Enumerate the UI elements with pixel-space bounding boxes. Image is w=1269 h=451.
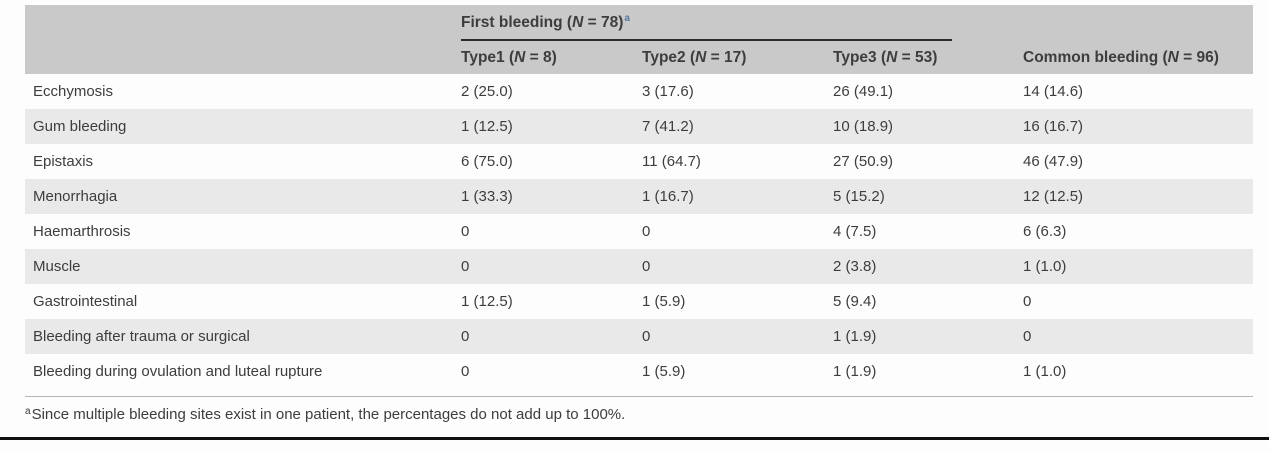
column-header-type1: Type1 (N = 8) [461, 49, 642, 67]
footnote-marker: a [25, 406, 31, 417]
row-label: Ecchymosis [33, 83, 114, 100]
table-row: Muscle 0 0 2 (3.8) 1 (1.0) [25, 249, 1253, 284]
row-label: Bleeding after trauma or surgical [33, 328, 250, 345]
column-header-type3: Type3 (N = 53) [833, 49, 1023, 67]
footnote-text: Since multiple bleeding sites exist in o… [31, 406, 626, 423]
cell-value: 1 (5.9) [642, 293, 686, 310]
cell-value: 2 (3.8) [833, 258, 877, 275]
group-header-right-spacer [1023, 14, 1253, 41]
cell-value: 1 (1.0) [1023, 363, 1067, 380]
table-footnote: aSince multiple bleeding sites exist in … [25, 397, 1253, 423]
col-header-text: Type2 ( [642, 48, 696, 66]
table-row: Haemarthrosis 0 0 4 (7.5) 6 (6.3) [25, 214, 1253, 249]
col-header-n-italic: N [1167, 48, 1179, 66]
col-header-text-post: = 96) [1178, 48, 1219, 66]
table-row: Menorrhagia 1 (33.3) 1 (16.7) 5 (15.2) 1… [25, 179, 1253, 214]
cell-value: 5 (15.2) [833, 188, 885, 205]
footnote-divider [25, 396, 1253, 397]
row-label: Haemarthrosis [33, 223, 131, 240]
col-header-text: Common bleeding ( [1023, 48, 1168, 66]
cell-value: 4 (7.5) [833, 223, 877, 240]
cell-value: 0 [461, 363, 470, 380]
table-row: Gum bleeding 1 (12.5) 7 (41.2) 10 (18.9)… [25, 109, 1253, 144]
cell-value: 1 (12.5) [461, 293, 513, 310]
row-label: Gastrointestinal [33, 293, 138, 310]
cell-value: 1 (1.9) [833, 328, 877, 345]
cell-value: 11 (64.7) [642, 153, 701, 170]
cell-value: 6 (75.0) [461, 153, 513, 170]
group-header-n-italic: N [572, 14, 584, 31]
page-bottom-rule [0, 437, 1269, 440]
cell-value: 1 (12.5) [461, 118, 513, 135]
row-label: Bleeding during ovulation and luteal rup… [33, 363, 323, 380]
column-header-type2: Type2 (N = 17) [642, 49, 833, 67]
cell-value: 3 (17.6) [642, 83, 694, 100]
cell-value: 2 (25.0) [461, 83, 513, 100]
col-header-n-italic: N [695, 48, 707, 66]
col-header-text: Type3 ( [833, 48, 887, 66]
cell-value: 0 [642, 258, 651, 275]
table-header: First bleeding (N = 78)a Type1 (N = 8) T… [25, 5, 1253, 74]
cell-value: 16 (16.7) [1023, 118, 1084, 135]
cell-value: 10 (18.9) [833, 118, 894, 135]
cell-value: 1 (33.3) [461, 188, 513, 205]
footnote-marker-superscript: a [624, 13, 630, 24]
table-row: Bleeding after trauma or surgical 0 0 1 … [25, 319, 1253, 354]
table-row: Ecchymosis 2 (25.0) 3 (17.6) 26 (49.1) 1… [25, 74, 1253, 109]
cell-value: 26 (49.1) [833, 83, 894, 100]
group-header-gap [952, 14, 1023, 41]
group-header-spacer [25, 14, 461, 41]
group-header-first-bleeding: First bleeding (N = 78)a [461, 13, 952, 41]
cell-value: 1 (1.9) [833, 363, 877, 380]
cell-value: 0 [461, 328, 470, 345]
group-header-text-post: = 78) [583, 14, 624, 31]
bleeding-sites-table: First bleeding (N = 78)a Type1 (N = 8) T… [25, 5, 1253, 423]
col-header-n-italic: N [886, 48, 898, 66]
group-header-text: First bleeding ( [461, 14, 573, 31]
cell-value: 1 (1.0) [1023, 258, 1067, 275]
cell-value: 0 [1023, 293, 1032, 310]
row-label: Muscle [33, 258, 81, 275]
cell-value: 46 (47.9) [1023, 153, 1084, 170]
col-header-text-post: = 17) [706, 48, 747, 66]
cell-value: 0 [461, 223, 470, 240]
column-header-row: Type1 (N = 8) Type2 (N = 17) Type3 (N = … [25, 41, 1253, 74]
row-label: Menorrhagia [33, 188, 118, 205]
cell-value: 27 (50.9) [833, 153, 894, 170]
table-row: Epistaxis 6 (75.0) 11 (64.7) 27 (50.9) 4… [25, 144, 1253, 179]
col-header-text-post: = 8) [525, 48, 557, 66]
cell-value: 0 [1023, 328, 1032, 345]
cell-value: 1 (5.9) [642, 363, 686, 380]
cell-value: 14 (14.6) [1023, 83, 1084, 100]
column-header-common-bleeding: Common bleeding (N = 96) [1023, 49, 1253, 67]
col-header-text-post: = 53) [897, 48, 938, 66]
row-label: Epistaxis [33, 153, 94, 170]
table-row: Gastrointestinal 1 (12.5) 1 (5.9) 5 (9.4… [25, 284, 1253, 319]
col-header-text: Type1 ( [461, 48, 515, 66]
row-label: Gum bleeding [33, 118, 127, 135]
cell-value: 6 (6.3) [1023, 223, 1067, 240]
cell-value: 12 (12.5) [1023, 188, 1084, 205]
table-row: Bleeding during ovulation and luteal rup… [25, 354, 1253, 389]
cell-value: 0 [642, 223, 651, 240]
cell-value: 0 [461, 258, 470, 275]
col-header-n-italic: N [514, 48, 526, 66]
cell-value: 1 (16.7) [642, 188, 694, 205]
table-body: Ecchymosis 2 (25.0) 3 (17.6) 26 (49.1) 1… [25, 74, 1253, 389]
group-header-row: First bleeding (N = 78)a [25, 5, 1253, 41]
cell-value: 7 (41.2) [642, 118, 694, 135]
cell-value: 0 [642, 328, 651, 345]
cell-value: 5 (9.4) [833, 293, 877, 310]
